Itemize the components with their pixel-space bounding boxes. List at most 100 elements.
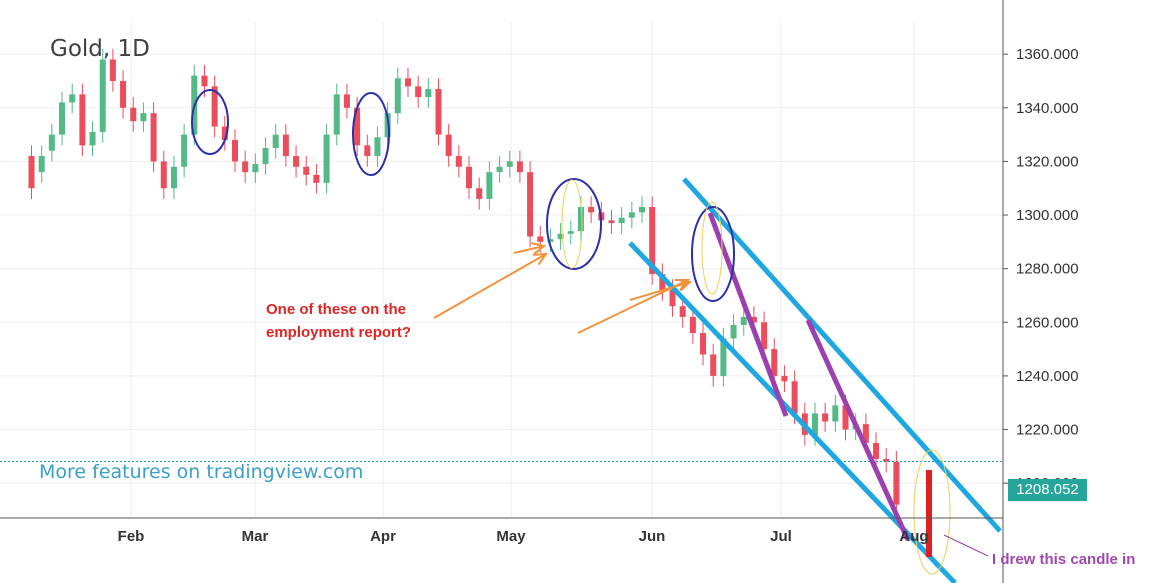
candle-body bbox=[628, 212, 635, 218]
time-axis[interactable]: Feb Mar Apr May Jun Jul Aug bbox=[0, 517, 1003, 545]
candle-body bbox=[710, 354, 717, 376]
candle-body bbox=[170, 166, 177, 189]
candle-body bbox=[404, 78, 411, 87]
candle-body bbox=[588, 206, 595, 213]
candle-body bbox=[730, 324, 737, 339]
x-tick-label: Apr bbox=[370, 528, 396, 545]
candle-body bbox=[323, 134, 330, 183]
arrow-shaft bbox=[433, 253, 547, 319]
y-tick-label: 1280.000 bbox=[1016, 261, 1079, 278]
candle-body bbox=[689, 316, 696, 334]
candle-body bbox=[862, 424, 869, 443]
candle-body bbox=[415, 86, 422, 98]
candle-body bbox=[99, 59, 106, 132]
candle-body bbox=[221, 126, 228, 140]
chart-grid bbox=[0, 22, 1003, 518]
candle-body bbox=[791, 381, 798, 414]
candle-body bbox=[59, 102, 66, 135]
candle-body bbox=[679, 306, 686, 317]
y-tick-label: 1220.000 bbox=[1016, 422, 1079, 439]
candle-body bbox=[496, 166, 503, 173]
candle-body bbox=[160, 161, 167, 189]
candle-body bbox=[537, 236, 544, 242]
candle-body bbox=[873, 442, 880, 460]
y-tick-label: 1360.000 bbox=[1016, 46, 1079, 63]
candle-body bbox=[150, 113, 157, 162]
candle-body bbox=[282, 134, 289, 157]
candle-body bbox=[811, 413, 818, 435]
chart-drawings bbox=[191, 89, 1002, 583]
candle-body bbox=[455, 156, 462, 167]
candle-body bbox=[761, 322, 768, 350]
note-line-2: employment report? bbox=[266, 324, 412, 341]
arrow-shaft bbox=[513, 245, 545, 254]
employment-report-note: One of these on the employment report? bbox=[266, 298, 411, 344]
candle-body bbox=[303, 166, 310, 175]
highlight-ellipse bbox=[701, 201, 723, 295]
candle-body bbox=[232, 139, 238, 162]
candle-body bbox=[781, 375, 788, 382]
drawn-candle-note: I drew this candle in bbox=[992, 551, 1136, 568]
tradingview-promo-link[interactable]: More features on tradingview.com bbox=[39, 461, 364, 483]
arrow-head bbox=[532, 252, 548, 266]
candle-body bbox=[343, 94, 350, 108]
candle-body bbox=[486, 172, 493, 199]
trend-line-1 bbox=[707, 212, 789, 417]
candle-body bbox=[201, 75, 208, 87]
candle-body bbox=[771, 349, 778, 376]
candle-body bbox=[506, 161, 513, 167]
candle-body bbox=[364, 145, 371, 157]
candle-body bbox=[476, 188, 483, 199]
candle-body bbox=[425, 89, 432, 98]
candle-body bbox=[883, 459, 890, 462]
candle-body bbox=[48, 134, 55, 151]
circle-marker bbox=[352, 92, 390, 176]
candle-body bbox=[293, 156, 300, 167]
candle-body bbox=[639, 206, 645, 213]
candle-body bbox=[354, 107, 361, 146]
candle-body bbox=[181, 134, 188, 167]
candlestick-series bbox=[28, 48, 900, 516]
candle-body bbox=[567, 231, 574, 234]
candle-body bbox=[333, 94, 340, 135]
symbol-title: Gold, 1D bbox=[50, 36, 150, 62]
candle-body bbox=[28, 156, 35, 189]
candle-body bbox=[252, 164, 259, 173]
y-tick-label: 1320.000 bbox=[1016, 153, 1079, 170]
candle-body bbox=[547, 239, 554, 242]
candle-body bbox=[527, 172, 534, 237]
candle-body bbox=[140, 113, 147, 122]
y-tick-label: 1240.000 bbox=[1016, 368, 1079, 385]
y-tick-label: 1260.000 bbox=[1016, 314, 1079, 331]
candle-body bbox=[79, 94, 86, 146]
price-axis[interactable]: 1360.000 1340.000 1320.000 1300.000 1280.000… bbox=[1002, 0, 1079, 583]
candle-body bbox=[374, 137, 381, 157]
candle-body bbox=[211, 86, 218, 127]
x-tick-label: Jul bbox=[770, 528, 792, 545]
candle-body bbox=[272, 134, 279, 149]
candle-body bbox=[445, 134, 452, 157]
arrow-shaft bbox=[629, 281, 691, 301]
candle-body bbox=[832, 405, 839, 422]
candle-body bbox=[740, 316, 747, 325]
last-price-tag: 1208.052 bbox=[1008, 479, 1087, 501]
candle-body bbox=[557, 233, 564, 240]
x-tick-label: Feb bbox=[118, 528, 145, 545]
arrow-head bbox=[531, 242, 547, 255]
candle-body bbox=[313, 174, 320, 183]
candle-body bbox=[822, 413, 829, 422]
candle-body bbox=[669, 290, 676, 307]
candle-body bbox=[750, 316, 757, 323]
candle-body bbox=[69, 94, 76, 103]
channel-upper-line bbox=[682, 177, 1002, 533]
candle-body bbox=[120, 80, 127, 108]
candle-body bbox=[466, 166, 473, 189]
x-tick-label: Aug bbox=[899, 528, 928, 545]
candle-body bbox=[130, 107, 137, 122]
candle-body bbox=[109, 59, 116, 81]
candle-body bbox=[394, 78, 401, 114]
note-line-1: One of these on the bbox=[266, 301, 407, 318]
candle-body bbox=[649, 206, 656, 275]
note-pointer-line bbox=[943, 534, 989, 557]
